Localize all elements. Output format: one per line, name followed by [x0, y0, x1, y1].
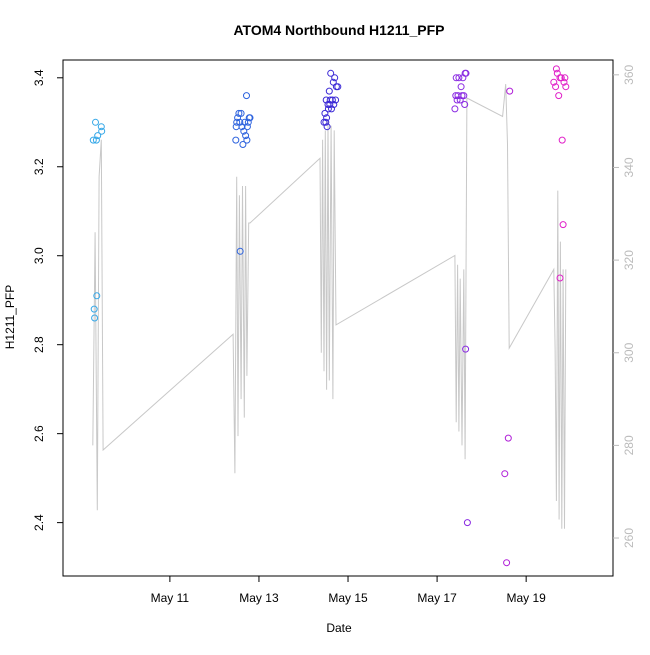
- y-tick-label: 2.6: [32, 425, 46, 442]
- data-point: [504, 434, 512, 442]
- data-point: [240, 127, 248, 135]
- data-point: [562, 83, 570, 91]
- data-point: [455, 74, 463, 82]
- y2-tick-label: 320: [622, 250, 636, 270]
- data-point: [452, 74, 460, 82]
- data-point: [559, 221, 567, 229]
- data-point: [457, 83, 465, 91]
- y2-tick-label: 300: [622, 342, 636, 362]
- data-point: [453, 96, 461, 104]
- plot-frame: [62, 59, 614, 577]
- data-point: [97, 123, 105, 131]
- data-point: [90, 305, 98, 313]
- x-tick-label: May 15: [328, 591, 368, 605]
- data-point: [332, 96, 340, 104]
- x-axis-label: Date: [326, 621, 352, 635]
- axes-layer: 2.4 2.6 2.8 3.0 3.2 3.4 260 280 300 320 340 360 May …: [32, 59, 636, 605]
- data-point: [243, 123, 251, 131]
- data-point: [94, 132, 102, 140]
- y-tick-label: 2.8: [32, 336, 46, 353]
- data-point: [334, 83, 342, 91]
- data-point: [232, 136, 240, 144]
- secondary-series-layer: [92, 84, 567, 529]
- data-point: [462, 69, 470, 77]
- data-point: [91, 314, 99, 322]
- data-point: [552, 83, 560, 91]
- data-point: [239, 141, 247, 148]
- y-tick-label: 3.2: [32, 158, 46, 175]
- data-point: [561, 74, 569, 82]
- data-point: [550, 78, 558, 86]
- data-point: [331, 74, 339, 82]
- data-point: [237, 109, 245, 117]
- data-point: [321, 109, 329, 117]
- data-point: [327, 69, 335, 77]
- data-point: [243, 92, 250, 100]
- data-point: [235, 109, 243, 117]
- data-point: [244, 118, 252, 126]
- data-point: [330, 101, 338, 108]
- data-point: [560, 78, 568, 86]
- data-point: [506, 87, 514, 95]
- y-axis-label: H1211_PFP: [3, 285, 17, 349]
- data-point: [93, 292, 101, 300]
- data-point: [243, 136, 251, 144]
- data-point: [98, 127, 106, 135]
- data-point: [556, 274, 564, 282]
- data-point: [233, 118, 241, 126]
- y2-tick-label: 340: [622, 157, 636, 177]
- data-point: [323, 114, 331, 122]
- data-point: [558, 136, 566, 144]
- secondary-series-line: [92, 84, 567, 529]
- x-tick-label: May 11: [151, 591, 190, 605]
- data-point: [89, 136, 97, 144]
- x-tick-label: May 13: [239, 591, 279, 605]
- data-point: [323, 123, 331, 131]
- data-point: [236, 118, 244, 126]
- data-point: [324, 105, 332, 113]
- y2-tick-label: 260: [622, 528, 636, 548]
- data-point: [92, 118, 99, 126]
- data-point: [460, 92, 468, 100]
- data-point: [461, 101, 469, 108]
- data-point: [246, 114, 254, 122]
- data-point: [328, 96, 336, 104]
- data-point: [322, 118, 330, 126]
- data-point: [462, 345, 470, 353]
- data-point: [463, 519, 471, 527]
- data-point: [503, 559, 511, 567]
- y-tick-label: 2.4: [32, 514, 46, 531]
- data-point: [242, 132, 250, 140]
- data-point: [92, 136, 100, 144]
- y2-tick-label: 360: [622, 64, 636, 84]
- data-point: [555, 92, 563, 100]
- data-point: [501, 470, 509, 478]
- chart-title: ATOM4 Northbound H1211_PFP: [233, 22, 444, 38]
- points-layer: [89, 65, 570, 567]
- y2-tick-label: 280: [622, 435, 636, 455]
- x-tick-label: May 19: [506, 591, 546, 605]
- data-point: [451, 105, 459, 113]
- data-point: [236, 247, 244, 255]
- y-tick-label: 3.0: [32, 247, 46, 264]
- y-tick-label: 3.4: [32, 69, 46, 86]
- data-point: [326, 96, 334, 104]
- data-point: [552, 65, 560, 73]
- x-tick-label: May 17: [417, 591, 457, 605]
- data-point: [325, 87, 333, 95]
- data-point: [456, 96, 464, 104]
